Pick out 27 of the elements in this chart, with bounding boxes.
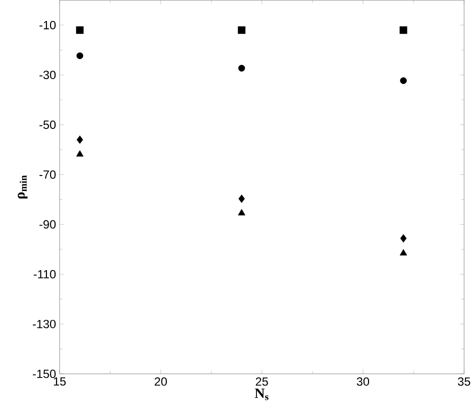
- point: [238, 209, 246, 216]
- point: [400, 77, 407, 84]
- point: [76, 26, 84, 34]
- y-tick-label: -90: [39, 220, 56, 229]
- point: [238, 26, 246, 34]
- y-tick-label: -50: [39, 120, 56, 130]
- x-axis-title: N$_{s}$: [254, 388, 268, 400]
- point: [76, 52, 84, 60]
- point: [400, 234, 407, 243]
- point: [400, 26, 408, 34]
- y-tick-label: -30: [39, 70, 56, 80]
- x-tick-label: 25: [256, 378, 268, 386]
- point: [238, 65, 246, 72]
- x-tick-label: 15: [54, 378, 66, 386]
- x-tick-label: 20: [154, 378, 167, 386]
- point: [76, 136, 84, 144]
- x-tick-label: 35: [458, 378, 470, 386]
- point: [238, 194, 245, 204]
- y-axis-title: ρ$_{min}$: [18, 176, 28, 199]
- x-tick-label: 30: [356, 378, 370, 386]
- y-tick-label: -130: [32, 320, 56, 328]
- point: [76, 150, 84, 157]
- y-tick-label: -10: [39, 21, 56, 30]
- y-tick-label: -70: [39, 170, 56, 179]
- y-tick-label: -150: [32, 370, 56, 378]
- y-tick-label: -110: [34, 270, 56, 279]
- point: [400, 249, 408, 256]
